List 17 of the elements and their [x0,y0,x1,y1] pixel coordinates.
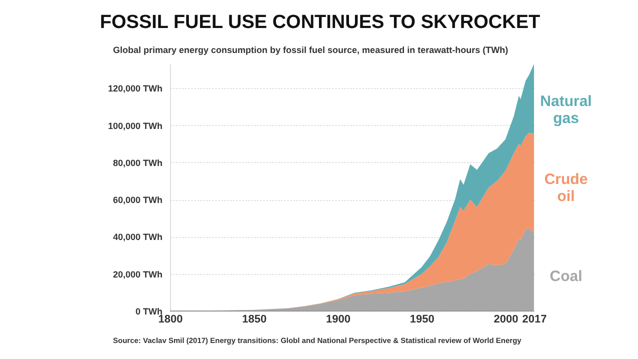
chart-subtitle: Global primary energy consumption by fossil fuel source, measured in terawatt-hours (TWh) [113,45,508,55]
chart-title: FOSSIL FUEL USE CONTINUES TO SKYROCKET [100,12,540,33]
y-tick-label: 60,000 TWh [112,195,162,206]
y-tick-label: 20,000 TWh [112,269,162,280]
series-label: Natural gas [540,93,592,127]
x-tick-label: 1950 [410,314,434,326]
x-tick-label: 1800 [158,314,183,326]
series-label: Coal [550,268,582,285]
y-tick-label: 100,000 TWh [108,120,162,131]
x-tick-label: 1900 [326,314,350,326]
x-tick-label: 1850 [242,314,267,326]
series-label: Crude oil [544,171,588,205]
x-tick-label: 2000 [494,314,518,326]
y-tick-label: 80,000 TWh [112,158,162,168]
y-tick-label: 120,000 TWh [108,84,162,94]
y-tick-label: 40,000 TWh [112,232,162,242]
x-tick-label: 2017 [522,314,547,326]
